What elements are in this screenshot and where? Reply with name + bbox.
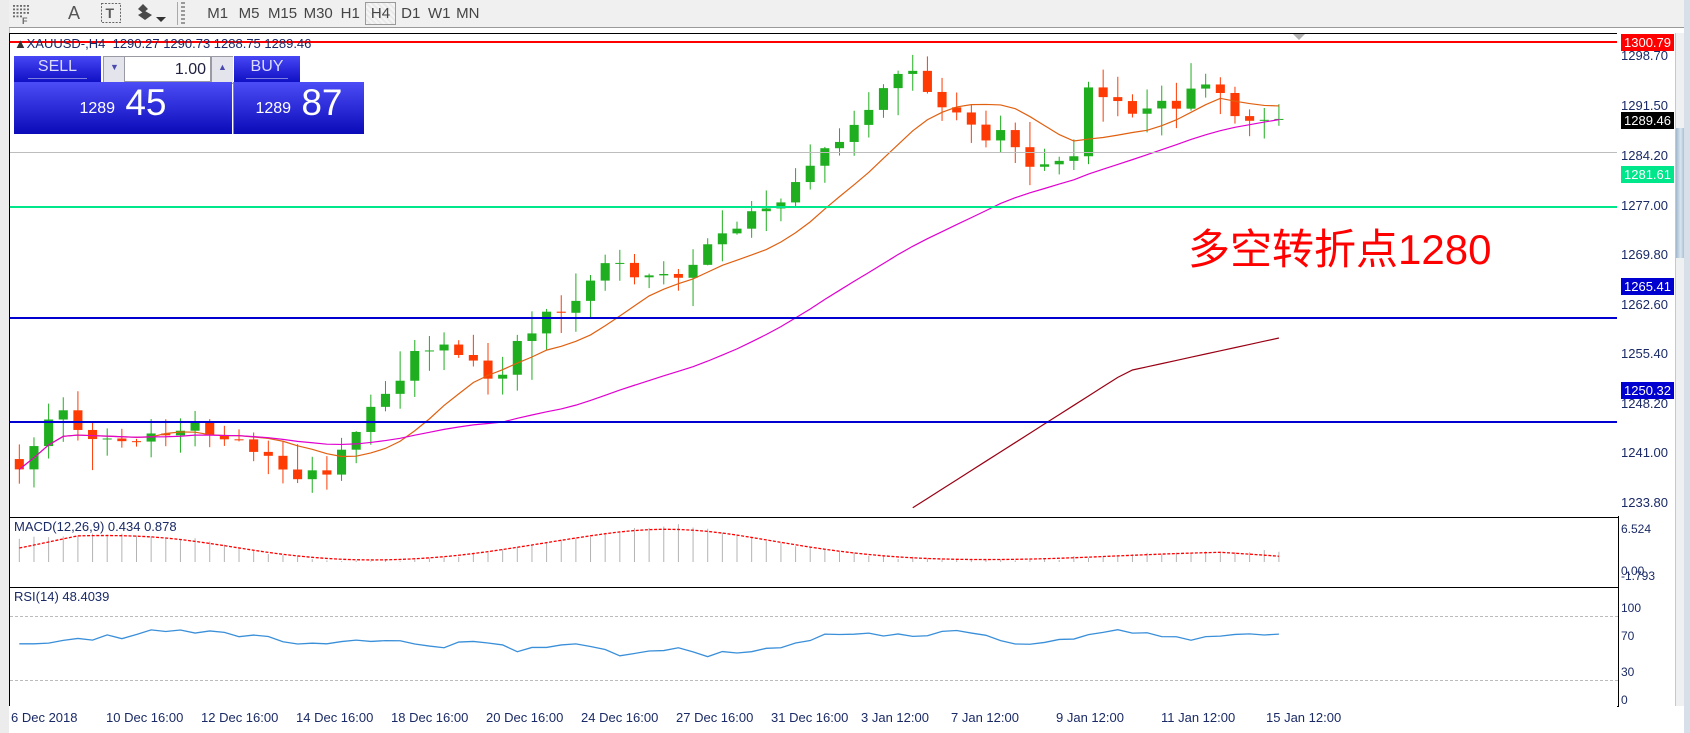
svg-text:F: F	[22, 16, 28, 26]
svg-text:A: A	[68, 3, 80, 23]
svg-text:T: T	[106, 5, 115, 21]
